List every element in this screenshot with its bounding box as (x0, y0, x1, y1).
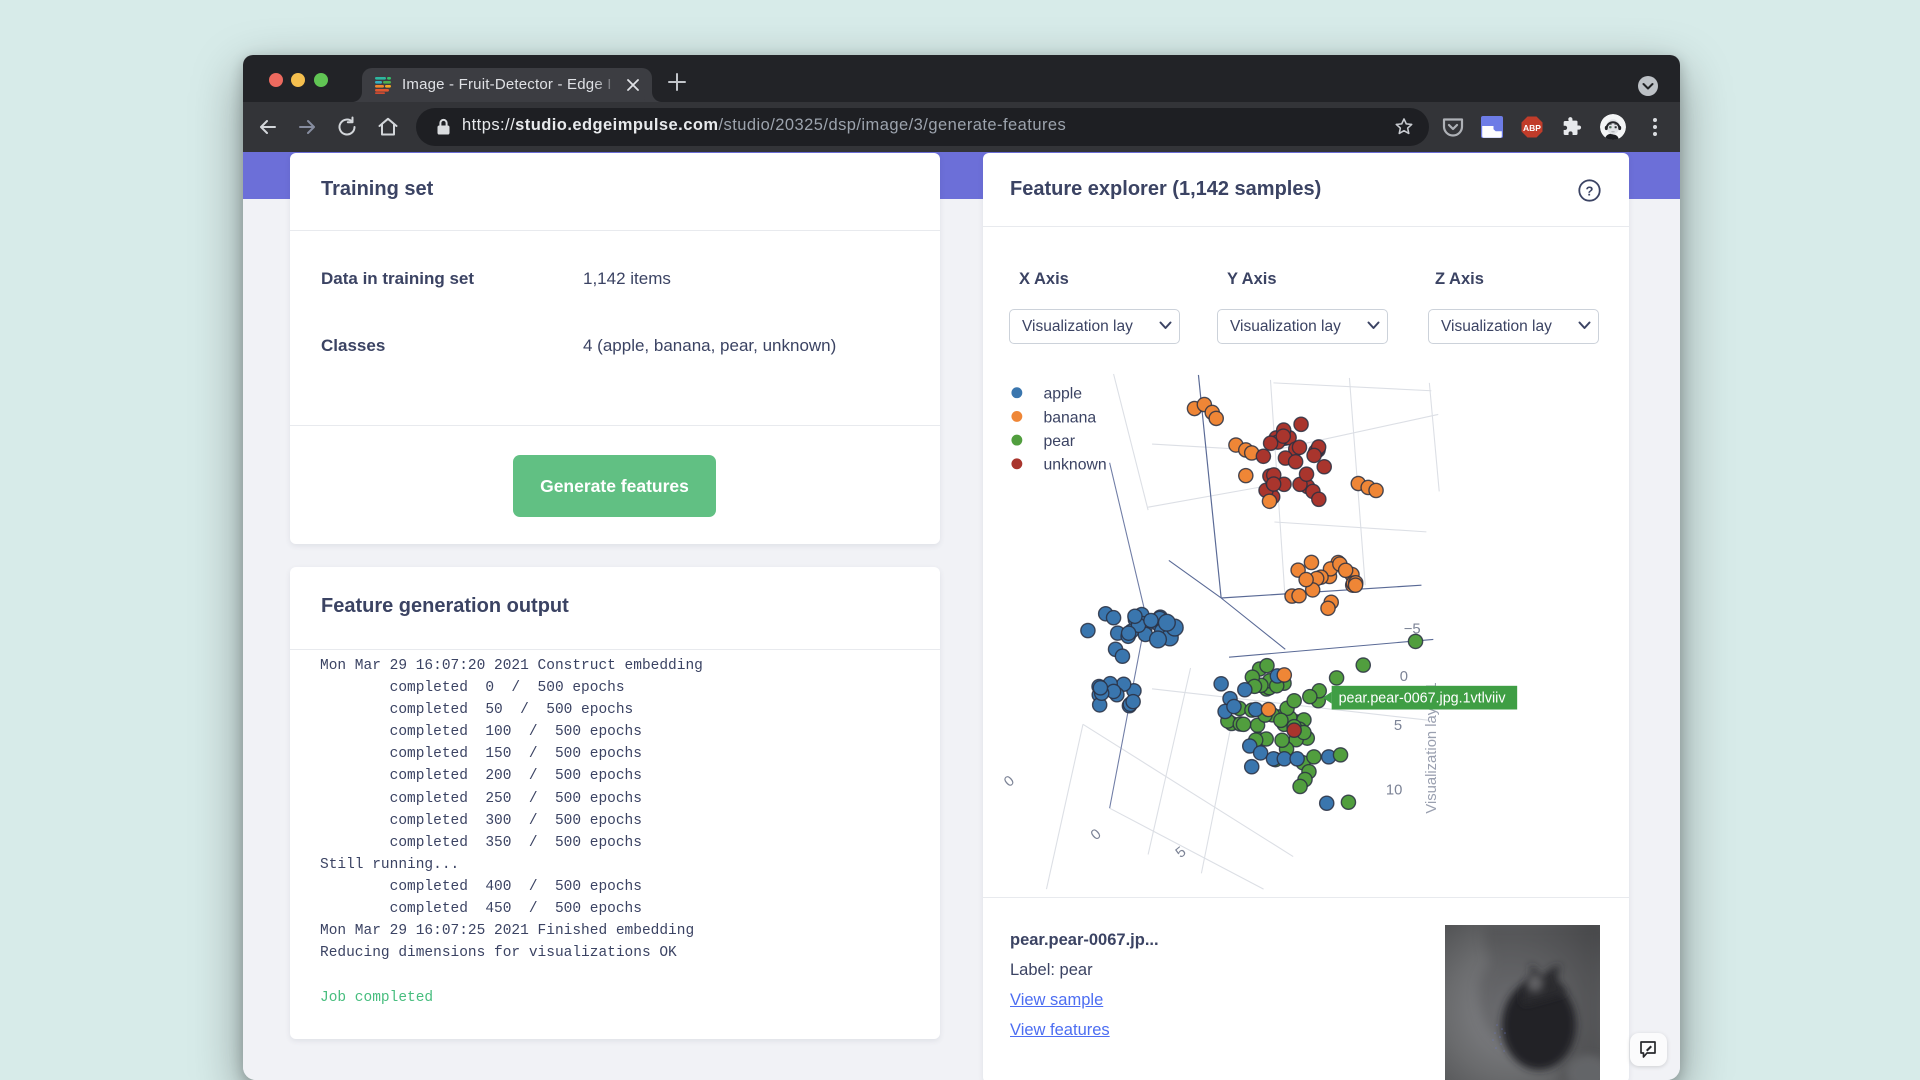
svg-text:0: 0 (1400, 669, 1408, 685)
svg-text:5: 5 (1394, 718, 1402, 734)
svg-text:10: 10 (1386, 782, 1402, 798)
svg-text:0: 0 (1088, 826, 1105, 844)
svg-text:banana: banana (1044, 409, 1097, 426)
svg-text:Visualization layer 1: Visualization layer 1 (1424, 682, 1440, 813)
svg-text:apple: apple (1044, 386, 1083, 403)
svg-text:5: 5 (1173, 844, 1190, 862)
svg-text:−5: −5 (1404, 622, 1421, 638)
svg-text:unknown: unknown (1044, 457, 1107, 474)
svg-text:pear.pear-0067.jpg.1vtlviiv: pear.pear-0067.jpg.1vtlviiv (1339, 691, 1507, 707)
svg-text:?: ? (1586, 183, 1594, 198)
svg-text:0: 0 (1001, 773, 1018, 791)
svg-text:pear: pear (1044, 433, 1076, 450)
svg-text:ABP: ABP (1523, 123, 1541, 133)
